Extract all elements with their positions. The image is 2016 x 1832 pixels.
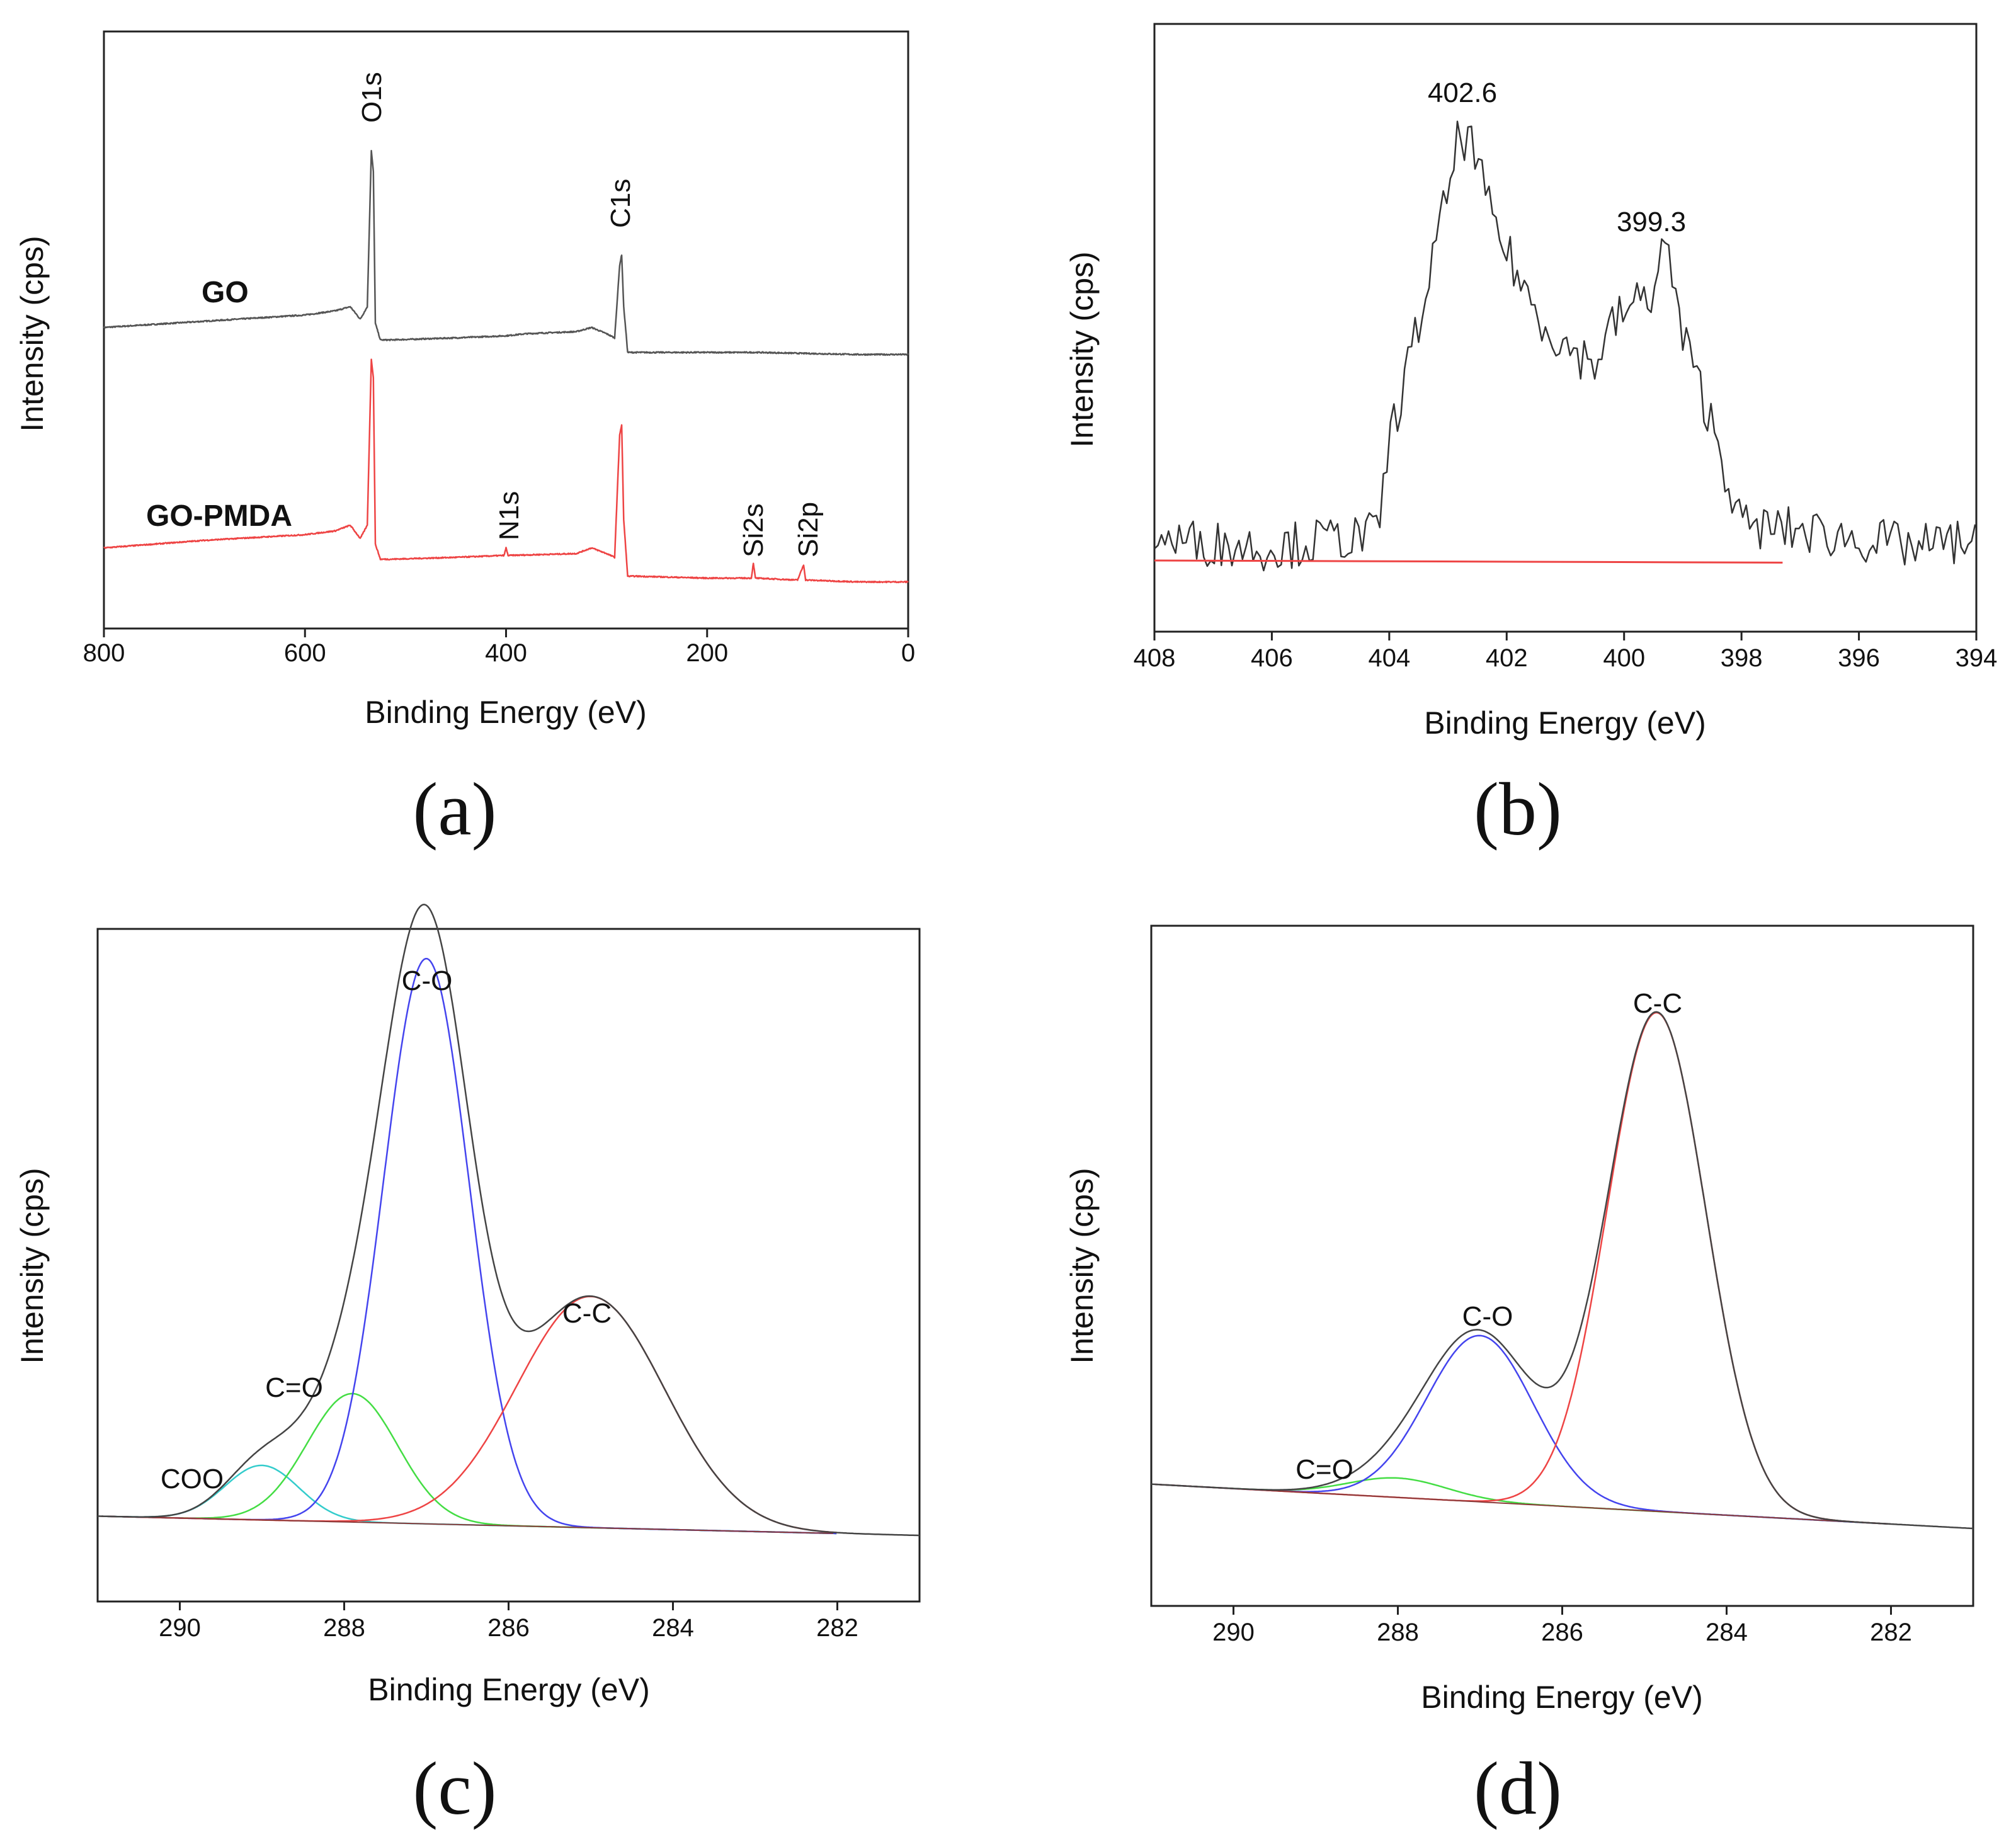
plot-frame-c — [96, 928, 921, 1603]
series-c — [98, 904, 920, 1537]
ylabel-d: Intensity (cps) — [1064, 1168, 1100, 1363]
annot-c-eq-o-c: C=O — [265, 1372, 323, 1403]
annot-399-3: 399.3 — [1617, 207, 1686, 237]
x-tick-label: 284 — [652, 1614, 694, 1642]
series-d — [1151, 1011, 1974, 1530]
ticks-d: 290 288 286 284 282 — [1212, 1606, 1912, 1646]
annot-402-6: 402.6 — [1428, 77, 1497, 108]
x-tick-label: 288 — [1377, 1619, 1419, 1646]
baseline-line — [1154, 559, 1783, 564]
annot-si2s: Si2s — [738, 503, 769, 557]
x-tick-label: 396 — [1838, 644, 1880, 672]
series-b — [1154, 120, 1976, 572]
x-tick-label: 394 — [1956, 644, 1998, 672]
xlabel-a: Binding Energy (eV) — [365, 695, 646, 730]
ylabel-c: Intensity (cps) — [14, 1168, 50, 1363]
x-tick-label: 290 — [1212, 1619, 1255, 1646]
annot-coo-c: COO — [161, 1464, 224, 1494]
series-line-go — [103, 150, 909, 356]
annot-c-eq-o-d: C=O — [1296, 1454, 1353, 1485]
panel-b: 408 406 404 402 400 398 396 394 Binding Energy … — [1064, 23, 1998, 851]
ylabel-a: Intensity (cps) — [14, 236, 50, 431]
x-tick-label: 400 — [485, 639, 527, 667]
ylabel-b: Intensity (cps) — [1064, 251, 1100, 447]
x-tick-label: 282 — [816, 1614, 858, 1642]
envelope-line — [98, 904, 920, 1537]
annot-n1s: N1s — [494, 491, 525, 540]
x-tick-label: 286 — [1541, 1619, 1583, 1646]
x-tick-label: 402 — [1486, 644, 1528, 672]
ticks-c: 290 288 286 284 282 — [159, 1602, 858, 1642]
panel-label-d: (d) — [1474, 1746, 1562, 1830]
xlabel-c: Binding Energy (eV) — [368, 1672, 649, 1707]
panel-a: 800 600 400 200 0 Binding Energy (eV) Intens… — [14, 30, 915, 851]
ticks-b: 408 406 404 402 400 398 396 394 — [1134, 632, 1998, 672]
fit-peak-c-eq-o — [1155, 1477, 1891, 1525]
annot-c-c-c: C-C — [562, 1298, 612, 1329]
fit-background — [101, 1515, 834, 1534]
x-tick-label: 398 — [1721, 644, 1763, 672]
ticks-a: 800 600 400 200 0 — [83, 629, 915, 667]
series-label-go-pmda: GO-PMDA — [146, 499, 292, 533]
plot-frame-d — [1150, 925, 1974, 1607]
panel-label-c: (c) — [413, 1746, 496, 1830]
x-tick-label: 288 — [323, 1614, 365, 1642]
x-tick-label: 408 — [1134, 644, 1176, 672]
x-tick-label: 284 — [1706, 1619, 1748, 1646]
fit-peak-c-c — [1155, 1011, 1891, 1525]
panel-label-b: (b) — [1474, 767, 1562, 851]
x-tick-label: 200 — [686, 639, 728, 667]
x-tick-label: 600 — [284, 639, 326, 667]
series-line-go-pmda — [103, 358, 909, 584]
panel-label-a: (a) — [413, 767, 496, 851]
fit-background — [1155, 1484, 1888, 1525]
x-tick-label: 400 — [1603, 644, 1645, 672]
annot-o1s: O1s — [356, 72, 387, 123]
annot-c-o-d: C-O — [1462, 1301, 1513, 1332]
x-tick-label: 406 — [1251, 644, 1293, 672]
panel-c: 290 288 286 284 282 Binding Energy (eV) Inte… — [14, 904, 921, 1830]
xlabel-d: Binding Energy (eV) — [1421, 1680, 1702, 1715]
x-tick-label: 404 — [1368, 644, 1410, 672]
x-tick-label: 282 — [1870, 1619, 1912, 1646]
x-tick-label: 800 — [83, 639, 125, 667]
annot-c1s: C1s — [605, 179, 636, 228]
x-tick-label: 286 — [487, 1614, 530, 1642]
annot-si2p: Si2p — [793, 502, 824, 557]
panel-d: 290 288 286 284 282 Binding Energy (eV) Inte… — [1064, 925, 1974, 1830]
envelope-line — [1151, 1011, 1974, 1530]
plot-frame-b — [1153, 23, 1978, 633]
annot-c-c-d: C-C — [1633, 988, 1682, 1019]
x-tick-label: 0 — [901, 639, 915, 667]
series-label-go: GO — [202, 276, 249, 309]
x-tick-label: 290 — [159, 1614, 201, 1642]
xlabel-b: Binding Energy (eV) — [1424, 705, 1706, 741]
annot-c-o-c: C-O — [402, 965, 453, 996]
series-line-n1s — [1154, 120, 1976, 572]
series-a — [103, 150, 909, 584]
fit-peak-c-o — [101, 957, 837, 1535]
